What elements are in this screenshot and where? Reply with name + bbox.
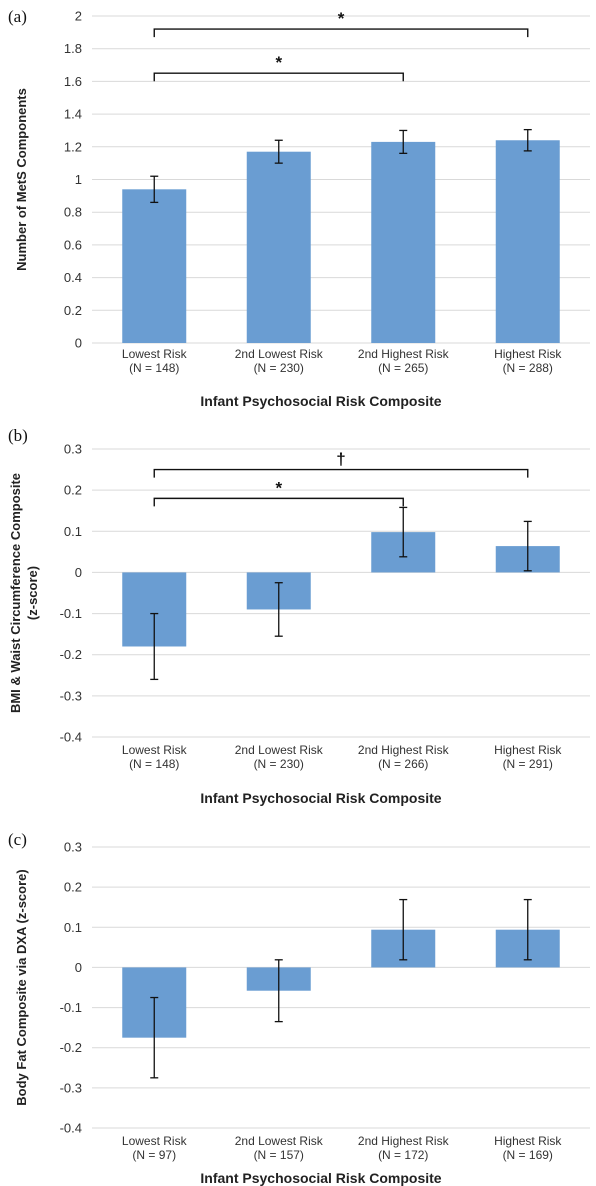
- significance-symbol: *: [275, 478, 282, 497]
- category-label: Highest Risk: [494, 743, 562, 757]
- bar: [371, 141, 436, 343]
- y-tick-label: -0.2: [60, 647, 82, 662]
- category-label: 2nd Lowest Risk: [235, 743, 324, 757]
- y-tick-label: 1.4: [64, 107, 82, 122]
- category-label: 2nd Lowest Risk: [235, 347, 324, 361]
- y-tick-label: 0.3: [64, 840, 82, 855]
- category-label: Lowest Risk: [122, 743, 188, 757]
- y-tick-label: 0.1: [64, 524, 82, 539]
- y-tick-label: 0.4: [64, 270, 82, 285]
- y-axis-label: BMI & Waist Circumference Composite (z-sc…: [8, 473, 40, 713]
- significance-bracket: [153, 28, 529, 38]
- sample-size-label: (N = 266): [378, 757, 428, 771]
- category-label: Highest Risk: [494, 1134, 562, 1148]
- sample-size-label: (N = 288): [503, 361, 553, 375]
- y-axis-label: Body Fat Composite via DXA (z-score): [14, 869, 29, 1105]
- x-axis-label: Infant Psychosocial Risk Composite: [200, 393, 441, 409]
- significance-bracket: [153, 497, 404, 507]
- category-label: Lowest Risk: [122, 347, 188, 361]
- y-tick-label: 2: [75, 9, 82, 24]
- y-tick-label: 0.3: [64, 442, 82, 457]
- panel-label: (c): [8, 830, 27, 849]
- y-tick-label: -0.3: [60, 688, 82, 703]
- sample-size-label: (N = 148): [129, 361, 179, 375]
- category-label: 2nd Highest Risk: [358, 1134, 450, 1148]
- panel-label: (b): [8, 426, 28, 445]
- category-label: 2nd Lowest Risk: [235, 1134, 324, 1148]
- bar: [495, 140, 560, 343]
- sample-size-label: (N = 230): [254, 361, 304, 375]
- significance-symbol: †: [336, 450, 345, 469]
- significance-symbol: *: [275, 53, 282, 72]
- y-tick-label: 1.8: [64, 41, 82, 56]
- sample-size-label: (N = 169): [503, 1148, 553, 1162]
- category-label: Lowest Risk: [122, 1134, 188, 1148]
- y-tick-label: 0: [75, 565, 82, 580]
- bar: [246, 151, 311, 343]
- sample-size-label: (N = 157): [254, 1148, 304, 1162]
- y-tick-label: 0: [75, 960, 82, 975]
- y-tick-label: -0.1: [60, 1000, 82, 1015]
- y-tick-label: 0.2: [64, 483, 82, 498]
- sample-size-label: (N = 172): [378, 1148, 428, 1162]
- y-tick-label: -0.4: [60, 730, 82, 745]
- sample-size-label: (N = 265): [378, 361, 428, 375]
- y-tick-label: 1.2: [64, 139, 82, 154]
- y-tick-label: 0.2: [64, 303, 82, 318]
- significance-bracket: [153, 468, 529, 478]
- significance-symbol: *: [338, 9, 345, 28]
- y-tick-label: -0.4: [60, 1121, 82, 1136]
- y-tick-label: 1: [75, 172, 82, 187]
- y-tick-label: -0.1: [60, 606, 82, 621]
- sample-size-label: (N = 148): [129, 757, 179, 771]
- y-tick-label: 0.8: [64, 205, 82, 220]
- panel-label: (a): [8, 7, 27, 26]
- y-axis-label: Number of MetS Components: [14, 88, 29, 271]
- x-axis-label: Infant Psychosocial Risk Composite: [200, 1170, 441, 1186]
- y-tick-label: 0.2: [64, 880, 82, 895]
- y-tick-label: 1.6: [64, 74, 82, 89]
- significance-bracket: [153, 72, 404, 82]
- sample-size-label: (N = 230): [254, 757, 304, 771]
- sample-size-label: (N = 97): [132, 1148, 176, 1162]
- y-tick-label: 0: [75, 336, 82, 351]
- bar: [122, 189, 187, 343]
- category-label: Highest Risk: [494, 347, 562, 361]
- category-label: 2nd Highest Risk: [358, 743, 450, 757]
- y-tick-label: -0.2: [60, 1040, 82, 1055]
- category-label: 2nd Highest Risk: [358, 347, 450, 361]
- y-tick-label: 0.1: [64, 920, 82, 935]
- y-tick-label: 0.6: [64, 237, 82, 252]
- x-axis-label: Infant Psychosocial Risk Composite: [200, 790, 441, 806]
- sample-size-label: (N = 291): [503, 757, 553, 771]
- y-tick-label: -0.3: [60, 1080, 82, 1095]
